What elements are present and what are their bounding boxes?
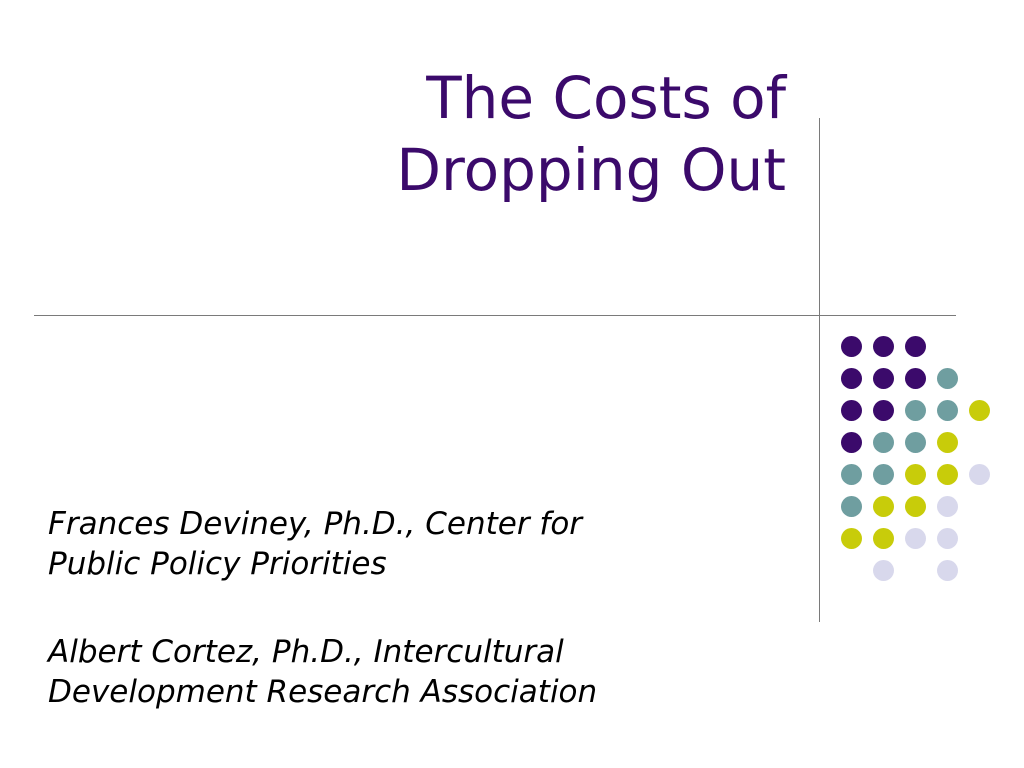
dot-teal bbox=[905, 400, 926, 421]
dot-lime bbox=[905, 496, 926, 517]
author-block: Frances Deviney, Ph.D., Center for Publi… bbox=[48, 504, 788, 712]
dot-purple bbox=[905, 336, 926, 357]
dot-purple bbox=[841, 336, 862, 357]
dot-teal bbox=[937, 368, 958, 389]
dot-lime bbox=[841, 528, 862, 549]
dot-lavender bbox=[905, 528, 926, 549]
dot-purple bbox=[873, 368, 894, 389]
dot-purple bbox=[841, 432, 862, 453]
dot-teal bbox=[873, 432, 894, 453]
dot-lavender bbox=[969, 464, 990, 485]
dot-lavender bbox=[937, 496, 958, 517]
dot-lime bbox=[873, 496, 894, 517]
author-1-line-1: Frances Deviney, Ph.D., Center for bbox=[48, 506, 583, 542]
dot-teal bbox=[905, 432, 926, 453]
horizontal-divider bbox=[34, 315, 956, 316]
dot-teal bbox=[873, 464, 894, 485]
dot-lavender bbox=[937, 528, 958, 549]
dot-teal bbox=[937, 400, 958, 421]
dot-lime bbox=[969, 400, 990, 421]
dot-lavender bbox=[873, 560, 894, 581]
dot-lime bbox=[937, 432, 958, 453]
vertical-divider bbox=[819, 118, 820, 622]
dot-purple bbox=[841, 400, 862, 421]
author-2-line-2: Development Research Association bbox=[48, 674, 598, 710]
author-gap bbox=[48, 584, 788, 632]
dot-purple bbox=[873, 400, 894, 421]
dot-lime bbox=[937, 464, 958, 485]
dot-teal bbox=[841, 464, 862, 485]
dot-purple bbox=[873, 336, 894, 357]
dot-purple bbox=[905, 368, 926, 389]
dot-purple bbox=[841, 368, 862, 389]
dot-lime bbox=[905, 464, 926, 485]
title-line-1: The Costs of bbox=[426, 64, 786, 132]
slide-title: The Costs of Dropping Out bbox=[226, 62, 786, 206]
dot-lime bbox=[873, 528, 894, 549]
dot-lavender bbox=[937, 560, 958, 581]
title-line-2: Dropping Out bbox=[396, 136, 786, 204]
author-1-line-2: Public Policy Priorities bbox=[48, 546, 387, 582]
author-2-line-1: Albert Cortez, Ph.D., Intercultural bbox=[48, 634, 564, 670]
dot-teal bbox=[841, 496, 862, 517]
